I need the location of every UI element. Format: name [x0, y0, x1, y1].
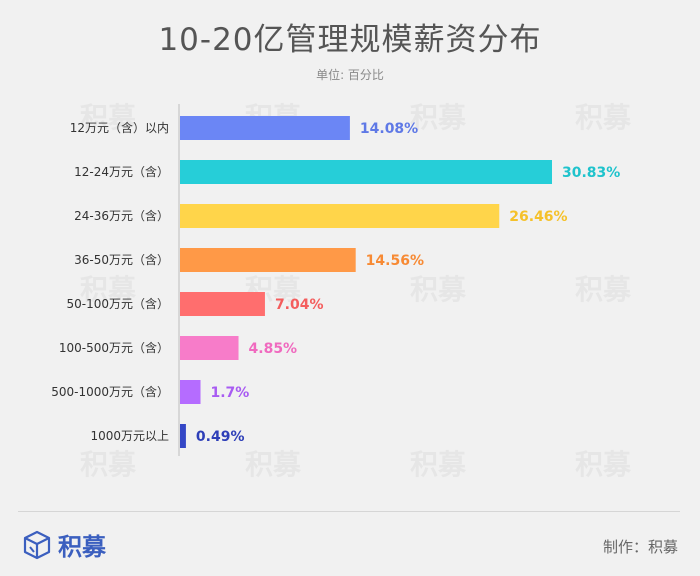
- category-label: 24-36万元（含）: [74, 208, 169, 223]
- bar: [180, 160, 552, 184]
- bar: [180, 380, 201, 404]
- brand-logo: 积募: [22, 527, 106, 562]
- bar: [180, 424, 186, 448]
- chart-title: 10-20亿管理规模薪资分布: [158, 22, 542, 58]
- credit-text: 制作：积募: [602, 538, 678, 556]
- value-label: 30.83%: [562, 165, 620, 181]
- category-label: 36-50万元（含）: [74, 252, 169, 267]
- value-label: 1.7%: [211, 385, 250, 401]
- bar: [180, 204, 500, 228]
- footer-divider: [18, 511, 680, 512]
- brand-name: 积募: [58, 533, 106, 561]
- bar: [180, 292, 265, 316]
- category-label: 1000万元以上: [90, 429, 169, 443]
- brand-cube-icon: [23, 530, 51, 559]
- category-label: 500-1000万元（含）: [51, 384, 169, 399]
- value-label: 14.56%: [366, 253, 424, 269]
- category-label: 12-24万元（含）: [74, 164, 169, 179]
- category-label: 12万元（含）以内: [70, 120, 169, 135]
- bar-chart: 12万元（含）以内 14.08% 12-24万元（含） 30.83% 24-36万元（含…: [51, 104, 620, 456]
- bar: [180, 116, 350, 140]
- value-label: 4.85%: [249, 341, 298, 357]
- unit-label: 单位: 百分比: [316, 68, 384, 82]
- value-label: 26.46%: [509, 209, 567, 225]
- value-label: 14.08%: [360, 121, 418, 137]
- bar: [180, 336, 239, 360]
- value-label: 7.04%: [275, 297, 324, 313]
- bar: [180, 248, 356, 272]
- value-label: 0.49%: [196, 429, 245, 445]
- category-label: 100-500万元（含）: [59, 340, 169, 355]
- category-label: 50-100万元（含）: [66, 296, 169, 311]
